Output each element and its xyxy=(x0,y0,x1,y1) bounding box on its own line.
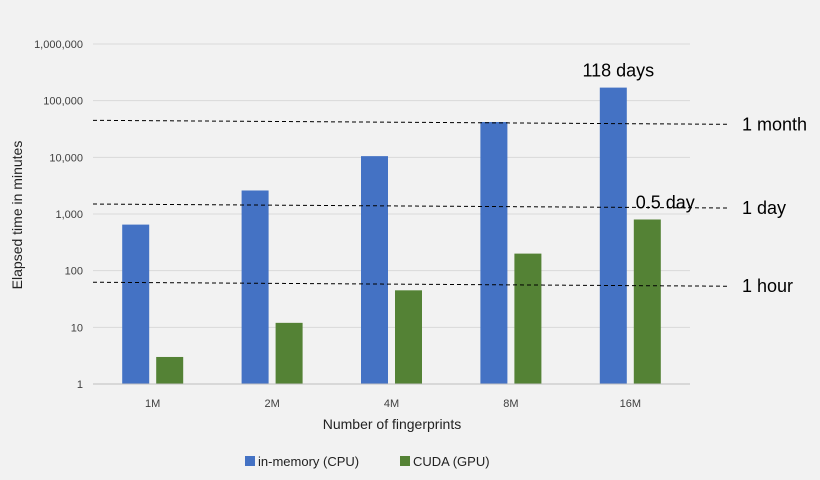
y-axis-ticks: 1 10 100 1,000 10,000 100,000 1,000,000 xyxy=(34,39,83,391)
x-axis-ticks: 1M 2M 4M 8M 16M xyxy=(145,398,641,410)
reference-line-label: 1 month xyxy=(742,114,807,134)
gridlines xyxy=(93,43,690,328)
legend-label: in-memory (CPU) xyxy=(258,454,359,469)
x-tick-label: 16M xyxy=(620,398,641,410)
bar-8M-cpu xyxy=(480,122,508,385)
bar-1M-cpu xyxy=(122,224,150,384)
y-tick-label: 10,000 xyxy=(49,152,83,164)
x-tick-label: 4M xyxy=(384,398,399,410)
x-tick-label: 8M xyxy=(503,398,518,410)
bar-16M-cpu xyxy=(599,87,627,384)
legend: in-memory (CPU) CUDA (GPU) xyxy=(245,454,490,469)
y-tick-label: 100,000 xyxy=(43,96,83,108)
legend-swatch xyxy=(400,456,410,466)
bar-16M-gpu xyxy=(633,219,661,384)
reference-line-label: 1 day xyxy=(742,198,786,218)
x-tick-label: 2M xyxy=(264,398,279,410)
x-axis-label: Number of fingerprints xyxy=(323,416,462,432)
x-tick-label: 1M xyxy=(145,398,160,410)
y-tick-label: 100 xyxy=(65,266,83,278)
reference-line-label: 1 hour xyxy=(742,276,793,296)
y-tick-label: 1 xyxy=(77,379,83,391)
bar-8M-gpu xyxy=(514,253,542,384)
annotation-label: 0.5 day xyxy=(636,192,695,212)
annotation-label: 118 days xyxy=(582,61,654,81)
legend-label: CUDA (GPU) xyxy=(413,454,490,469)
bar-1M-gpu xyxy=(156,356,184,384)
y-axis-label: Elapsed time in minutes xyxy=(9,141,25,290)
y-tick-label: 1,000 xyxy=(55,209,83,221)
bar-4M-cpu xyxy=(361,156,388,384)
bars xyxy=(122,87,661,385)
reference-line xyxy=(92,203,731,209)
annotations: 118 days 0.5 day xyxy=(582,61,694,213)
bar-2M-cpu xyxy=(241,190,269,384)
reference-line xyxy=(92,281,731,287)
reference-line xyxy=(92,119,731,125)
y-tick-label: 10 xyxy=(71,322,83,334)
y-tick-label: 1,000,000 xyxy=(34,39,83,51)
bar-4M-gpu xyxy=(395,290,422,384)
legend-swatch xyxy=(245,456,255,466)
bar-2M-gpu xyxy=(275,322,303,384)
reference-lines: 1 month 1 day 1 hour xyxy=(92,114,807,296)
